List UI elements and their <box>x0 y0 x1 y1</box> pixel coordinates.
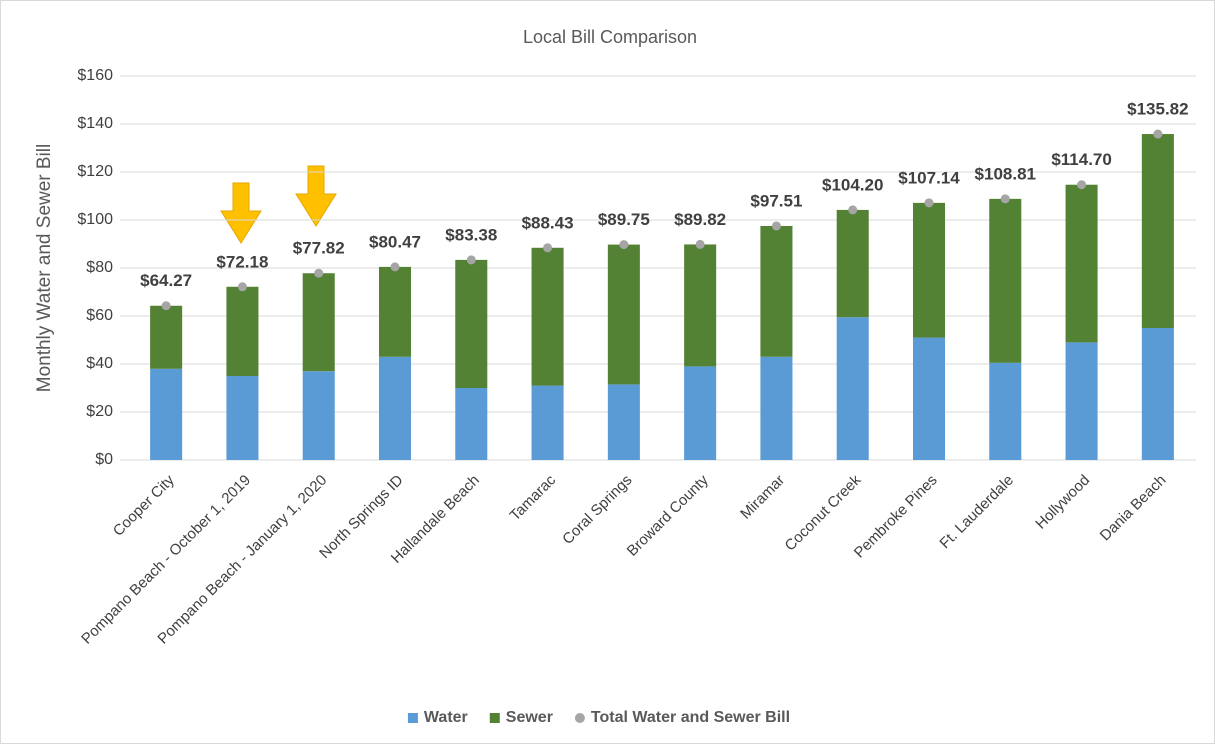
bar-segment <box>302 371 335 460</box>
y-axis-title: Monthly Water and Sewer Bill <box>34 144 55 393</box>
data-label: $97.51 <box>750 191 802 210</box>
bar-segment <box>760 356 793 460</box>
data-label: $107.14 <box>898 168 960 187</box>
bar-segment <box>150 305 183 369</box>
y-tick-label: $160 <box>77 67 113 84</box>
bar-segment <box>684 244 717 367</box>
data-label: $77.82 <box>293 239 345 258</box>
total-dot <box>390 262 400 272</box>
legend-swatch <box>489 713 500 723</box>
bar-segment <box>378 356 412 460</box>
total-dot <box>1077 180 1087 190</box>
legend-label: Total Water and Sewer Bill <box>591 709 790 726</box>
total-dot <box>1000 194 1010 204</box>
bar-segment <box>378 266 412 357</box>
data-label: $135.82 <box>1127 100 1188 119</box>
data-label: $114.70 <box>1051 150 1112 169</box>
legend-label: Water <box>424 709 468 726</box>
data-label: $104.20 <box>822 175 883 194</box>
bar-segment <box>226 376 259 460</box>
total-dot <box>848 205 858 215</box>
legend-label: Sewer <box>506 709 553 726</box>
total-dot <box>1153 129 1163 139</box>
bar-segment <box>607 384 640 460</box>
bar-segment <box>836 209 869 318</box>
y-tick-label: $60 <box>86 307 113 324</box>
arrow <box>295 165 337 227</box>
bar-segment <box>531 247 564 386</box>
data-label: $89.82 <box>674 210 726 229</box>
bar-segment <box>531 385 564 460</box>
data-label: $89.75 <box>598 210 650 229</box>
legend-swatch <box>407 713 418 723</box>
bar-segment <box>912 337 946 460</box>
y-tick-label: $140 <box>77 115 113 132</box>
bar-segment <box>302 273 335 372</box>
total-dot <box>543 243 553 253</box>
total-dot <box>237 282 247 292</box>
y-tick-label: $120 <box>77 163 113 180</box>
bar-segment <box>1065 184 1098 343</box>
data-label: $64.27 <box>140 271 192 290</box>
total-dot <box>466 255 476 265</box>
legend-swatch <box>574 713 585 723</box>
bar-segment <box>226 286 259 376</box>
y-tick-label: $100 <box>77 211 113 228</box>
y-tick-label: $80 <box>86 259 113 276</box>
bar-segment <box>989 362 1022 460</box>
data-label: $88.43 <box>522 213 574 232</box>
total-dot <box>161 301 171 311</box>
bar-segment <box>684 366 717 460</box>
data-label: $108.81 <box>975 164 1036 183</box>
total-dot <box>695 239 705 249</box>
arrow <box>220 182 262 244</box>
bar-segment <box>836 317 869 460</box>
total-dot <box>924 198 934 208</box>
total-dot <box>619 240 629 250</box>
chart-title: Local Bill Comparison <box>523 27 697 47</box>
bar-segment <box>1141 328 1174 460</box>
bar-segment <box>150 368 183 460</box>
y-tick-label: $40 <box>86 355 113 372</box>
data-label: $83.38 <box>445 225 497 244</box>
bar-segment <box>1065 342 1098 460</box>
bar-segment <box>455 388 488 460</box>
bar-segment <box>455 259 488 388</box>
y-tick-label: $20 <box>86 403 113 420</box>
total-dot <box>314 268 324 278</box>
bar-segment <box>607 244 640 385</box>
bar-segment <box>989 198 1022 363</box>
total-dot <box>771 221 781 231</box>
y-tick-label: $0 <box>95 451 113 468</box>
data-label: $80.47 <box>369 232 421 251</box>
bar-segment <box>760 225 793 357</box>
bar-segment <box>1141 134 1174 328</box>
bar-segment <box>912 202 946 338</box>
data-label: $72.18 <box>216 252 268 271</box>
